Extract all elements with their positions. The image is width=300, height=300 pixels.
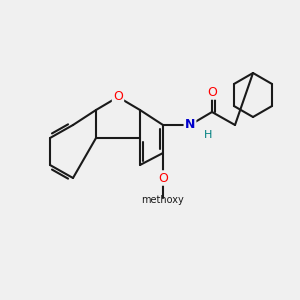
Text: O: O xyxy=(113,91,123,103)
Text: O: O xyxy=(207,85,217,98)
Text: N: N xyxy=(185,118,195,131)
Text: O: O xyxy=(158,172,168,184)
Text: methoxy: methoxy xyxy=(142,195,184,205)
Text: H: H xyxy=(204,130,212,140)
